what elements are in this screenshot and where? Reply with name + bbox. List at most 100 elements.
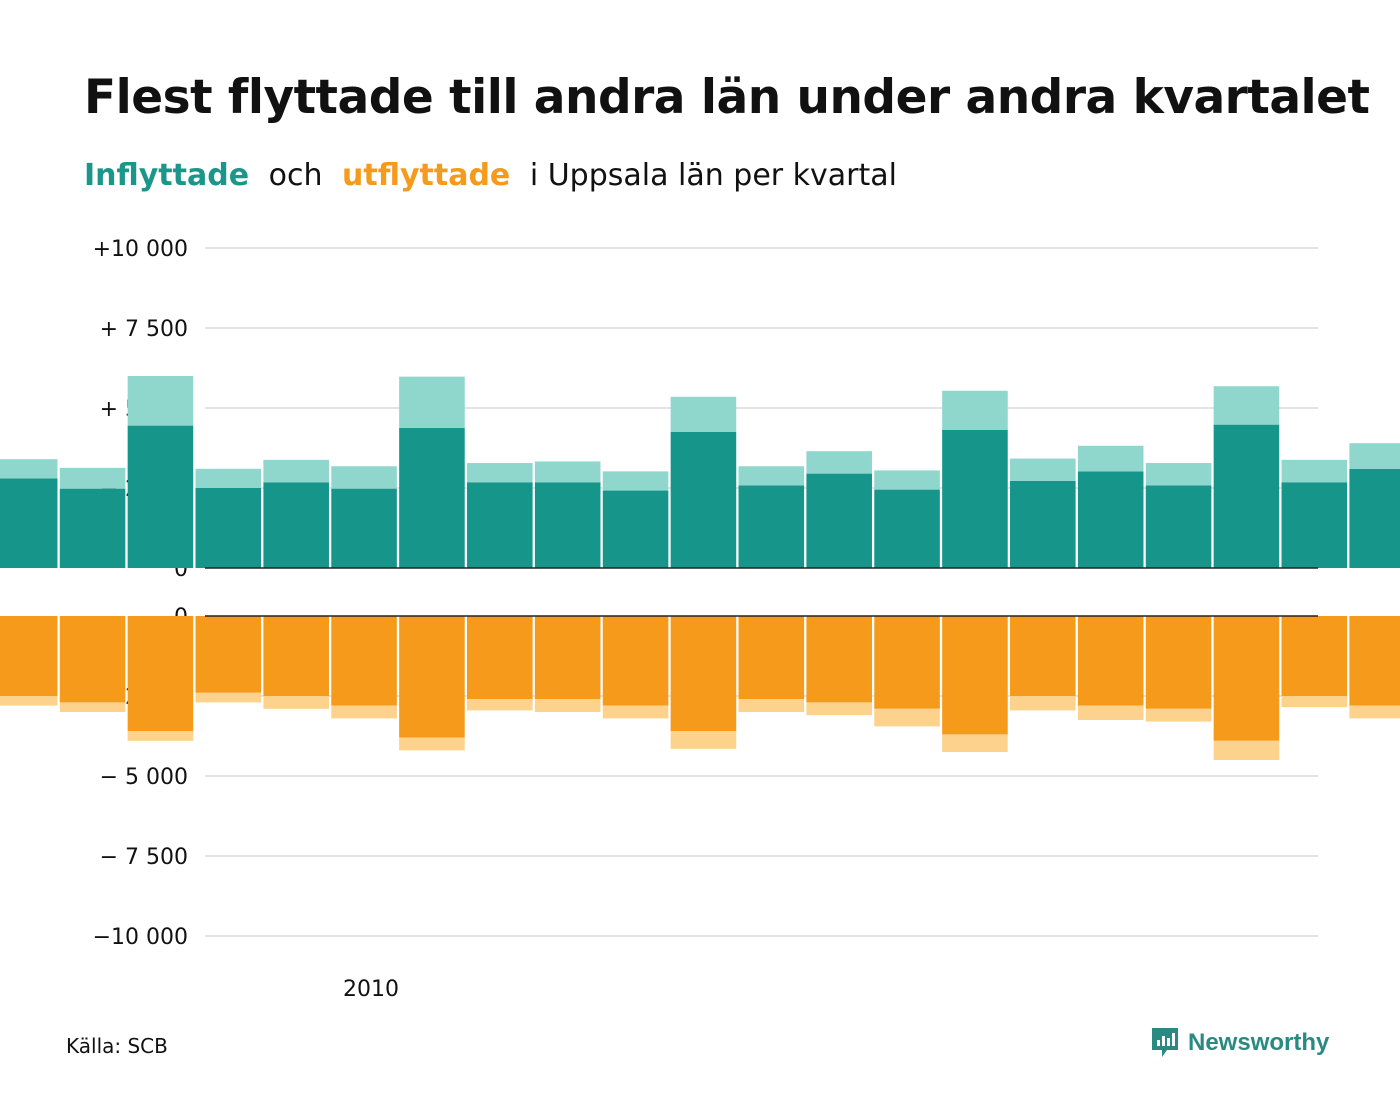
bar-fran-ovriga-lan bbox=[1281, 482, 1348, 568]
subtitle-utflyttade: utflyttade bbox=[342, 158, 511, 193]
subtitle-och: och bbox=[268, 158, 323, 193]
bar-fran-ovriga-lan bbox=[399, 427, 465, 568]
subtitle-inflyttade: Inflyttade bbox=[84, 158, 250, 193]
bar-till-ovriga-lan bbox=[0, 616, 58, 696]
source-text: Källa: SCB bbox=[66, 1034, 168, 1058]
bar-till-ovriga-lan bbox=[602, 616, 669, 706]
bar-till-ovriga-lan bbox=[59, 616, 126, 703]
bar-utvandring bbox=[1077, 705, 1144, 720]
bar-utvandring bbox=[195, 692, 262, 703]
bar-utvandring bbox=[806, 702, 872, 716]
chart-title: Flest flyttade till andra län under andr… bbox=[84, 70, 1370, 125]
bar-invandring bbox=[467, 463, 533, 483]
y-tick-label-bottom: − 5 000 bbox=[100, 765, 188, 790]
bar-fran-ovriga-lan bbox=[806, 473, 872, 568]
bar-invandring bbox=[195, 468, 262, 488]
bar-till-ovriga-lan bbox=[1145, 616, 1212, 709]
bar-utvandring bbox=[1010, 696, 1076, 711]
subtitle-rest: i Uppsala län per kvartal bbox=[529, 158, 897, 193]
bar-invandring bbox=[1077, 445, 1144, 472]
bar-till-ovriga-lan bbox=[1010, 616, 1076, 696]
bar-till-ovriga-lan bbox=[670, 616, 737, 732]
bar-till-ovriga-lan bbox=[1281, 616, 1348, 696]
bar-till-ovriga-lan bbox=[263, 616, 329, 696]
bar-till-ovriga-lan bbox=[738, 616, 805, 700]
bar-till-ovriga-lan bbox=[467, 616, 533, 700]
bar-till-ovriga-lan bbox=[399, 616, 465, 738]
bar-utvandring bbox=[874, 708, 940, 727]
bar-fran-ovriga-lan bbox=[127, 425, 194, 568]
bar-utvandring bbox=[1213, 740, 1280, 760]
bar-fran-ovriga-lan bbox=[874, 489, 940, 568]
bar-utvandring bbox=[331, 705, 397, 719]
bar-invandring bbox=[263, 459, 329, 483]
brand-logo: Newsworthy bbox=[1150, 1026, 1329, 1060]
bar-utvandring bbox=[1145, 708, 1212, 722]
bar-utvandring bbox=[467, 699, 533, 711]
bar-invandring bbox=[331, 466, 397, 489]
bar-utvandring bbox=[670, 731, 737, 749]
bar-fran-ovriga-lan bbox=[195, 488, 262, 568]
bar-till-ovriga-lan bbox=[195, 616, 262, 693]
y-tick-label-bottom: −10 000 bbox=[93, 925, 188, 950]
bar-invandring bbox=[1281, 459, 1348, 483]
bar-invandring bbox=[399, 376, 465, 428]
bar-till-ovriga-lan bbox=[534, 616, 601, 700]
bar-till-ovriga-lan bbox=[1077, 616, 1144, 706]
bar-invandring bbox=[127, 376, 194, 426]
y-tick-label-bottom: − 7 500 bbox=[100, 845, 188, 870]
bar-invandring bbox=[0, 459, 58, 479]
bar-till-ovriga-lan bbox=[806, 616, 872, 703]
bar-invandring bbox=[806, 451, 872, 474]
bar-utvandring bbox=[1281, 696, 1348, 708]
bar-fran-ovriga-lan bbox=[534, 482, 601, 568]
bar-fran-ovriga-lan bbox=[1145, 485, 1212, 568]
bar-invandring bbox=[1213, 386, 1280, 425]
bar-utvandring bbox=[59, 702, 126, 712]
bar-utvandring bbox=[1349, 705, 1400, 719]
bar-invandring bbox=[59, 467, 126, 489]
bar-fran-ovriga-lan bbox=[942, 429, 1008, 568]
bar-fran-ovriga-lan bbox=[670, 432, 737, 568]
y-tick-label-top: + 7 500 bbox=[100, 317, 188, 342]
bar-fran-ovriga-lan bbox=[0, 478, 58, 568]
bar-utvandring bbox=[127, 731, 194, 741]
bar-fran-ovriga-lan bbox=[602, 490, 669, 568]
bar-fran-ovriga-lan bbox=[1349, 468, 1400, 568]
bar-fran-ovriga-lan bbox=[738, 485, 805, 568]
bar-utvandring bbox=[602, 705, 669, 719]
bar-fran-ovriga-lan bbox=[1213, 424, 1280, 568]
bar-utvandring bbox=[534, 699, 601, 712]
chart-subtitle: Inflyttade och utflyttade i Uppsala län … bbox=[84, 158, 907, 193]
bar-fran-ovriga-lan bbox=[331, 488, 397, 568]
bar-invandring bbox=[1349, 443, 1400, 469]
bar-invandring bbox=[942, 390, 1008, 430]
bar-utvandring bbox=[0, 696, 58, 706]
bar-till-ovriga-lan bbox=[331, 616, 397, 706]
bar-fran-ovriga-lan bbox=[59, 488, 126, 568]
x-tick-label: 2010 bbox=[343, 977, 399, 1002]
bar-invandring bbox=[1145, 463, 1212, 486]
bar-invandring bbox=[1010, 458, 1076, 481]
bar-fran-ovriga-lan bbox=[263, 482, 329, 568]
bar-utvandring bbox=[263, 696, 329, 709]
bar-fran-ovriga-lan bbox=[467, 482, 533, 568]
bar-invandring bbox=[738, 466, 805, 486]
bar-utvandring bbox=[738, 699, 805, 712]
bar-utvandring bbox=[942, 734, 1008, 752]
bar-till-ovriga-lan bbox=[127, 616, 194, 732]
bar-invandring bbox=[602, 471, 669, 491]
bar-utvandring bbox=[399, 737, 465, 751]
newsworthy-logo-icon bbox=[1152, 1028, 1178, 1057]
y-tick-label-top: +10 000 bbox=[93, 237, 188, 262]
brand-name: Newsworthy bbox=[1188, 1029, 1330, 1056]
bar-invandring bbox=[874, 470, 940, 490]
bar-fran-ovriga-lan bbox=[1010, 480, 1076, 568]
bar-invandring bbox=[534, 461, 601, 483]
bar-till-ovriga-lan bbox=[1349, 616, 1400, 706]
bar-fran-ovriga-lan bbox=[1077, 471, 1144, 568]
bar-till-ovriga-lan bbox=[874, 616, 940, 709]
bar-invandring bbox=[670, 396, 737, 432]
bar-till-ovriga-lan bbox=[942, 616, 1008, 735]
